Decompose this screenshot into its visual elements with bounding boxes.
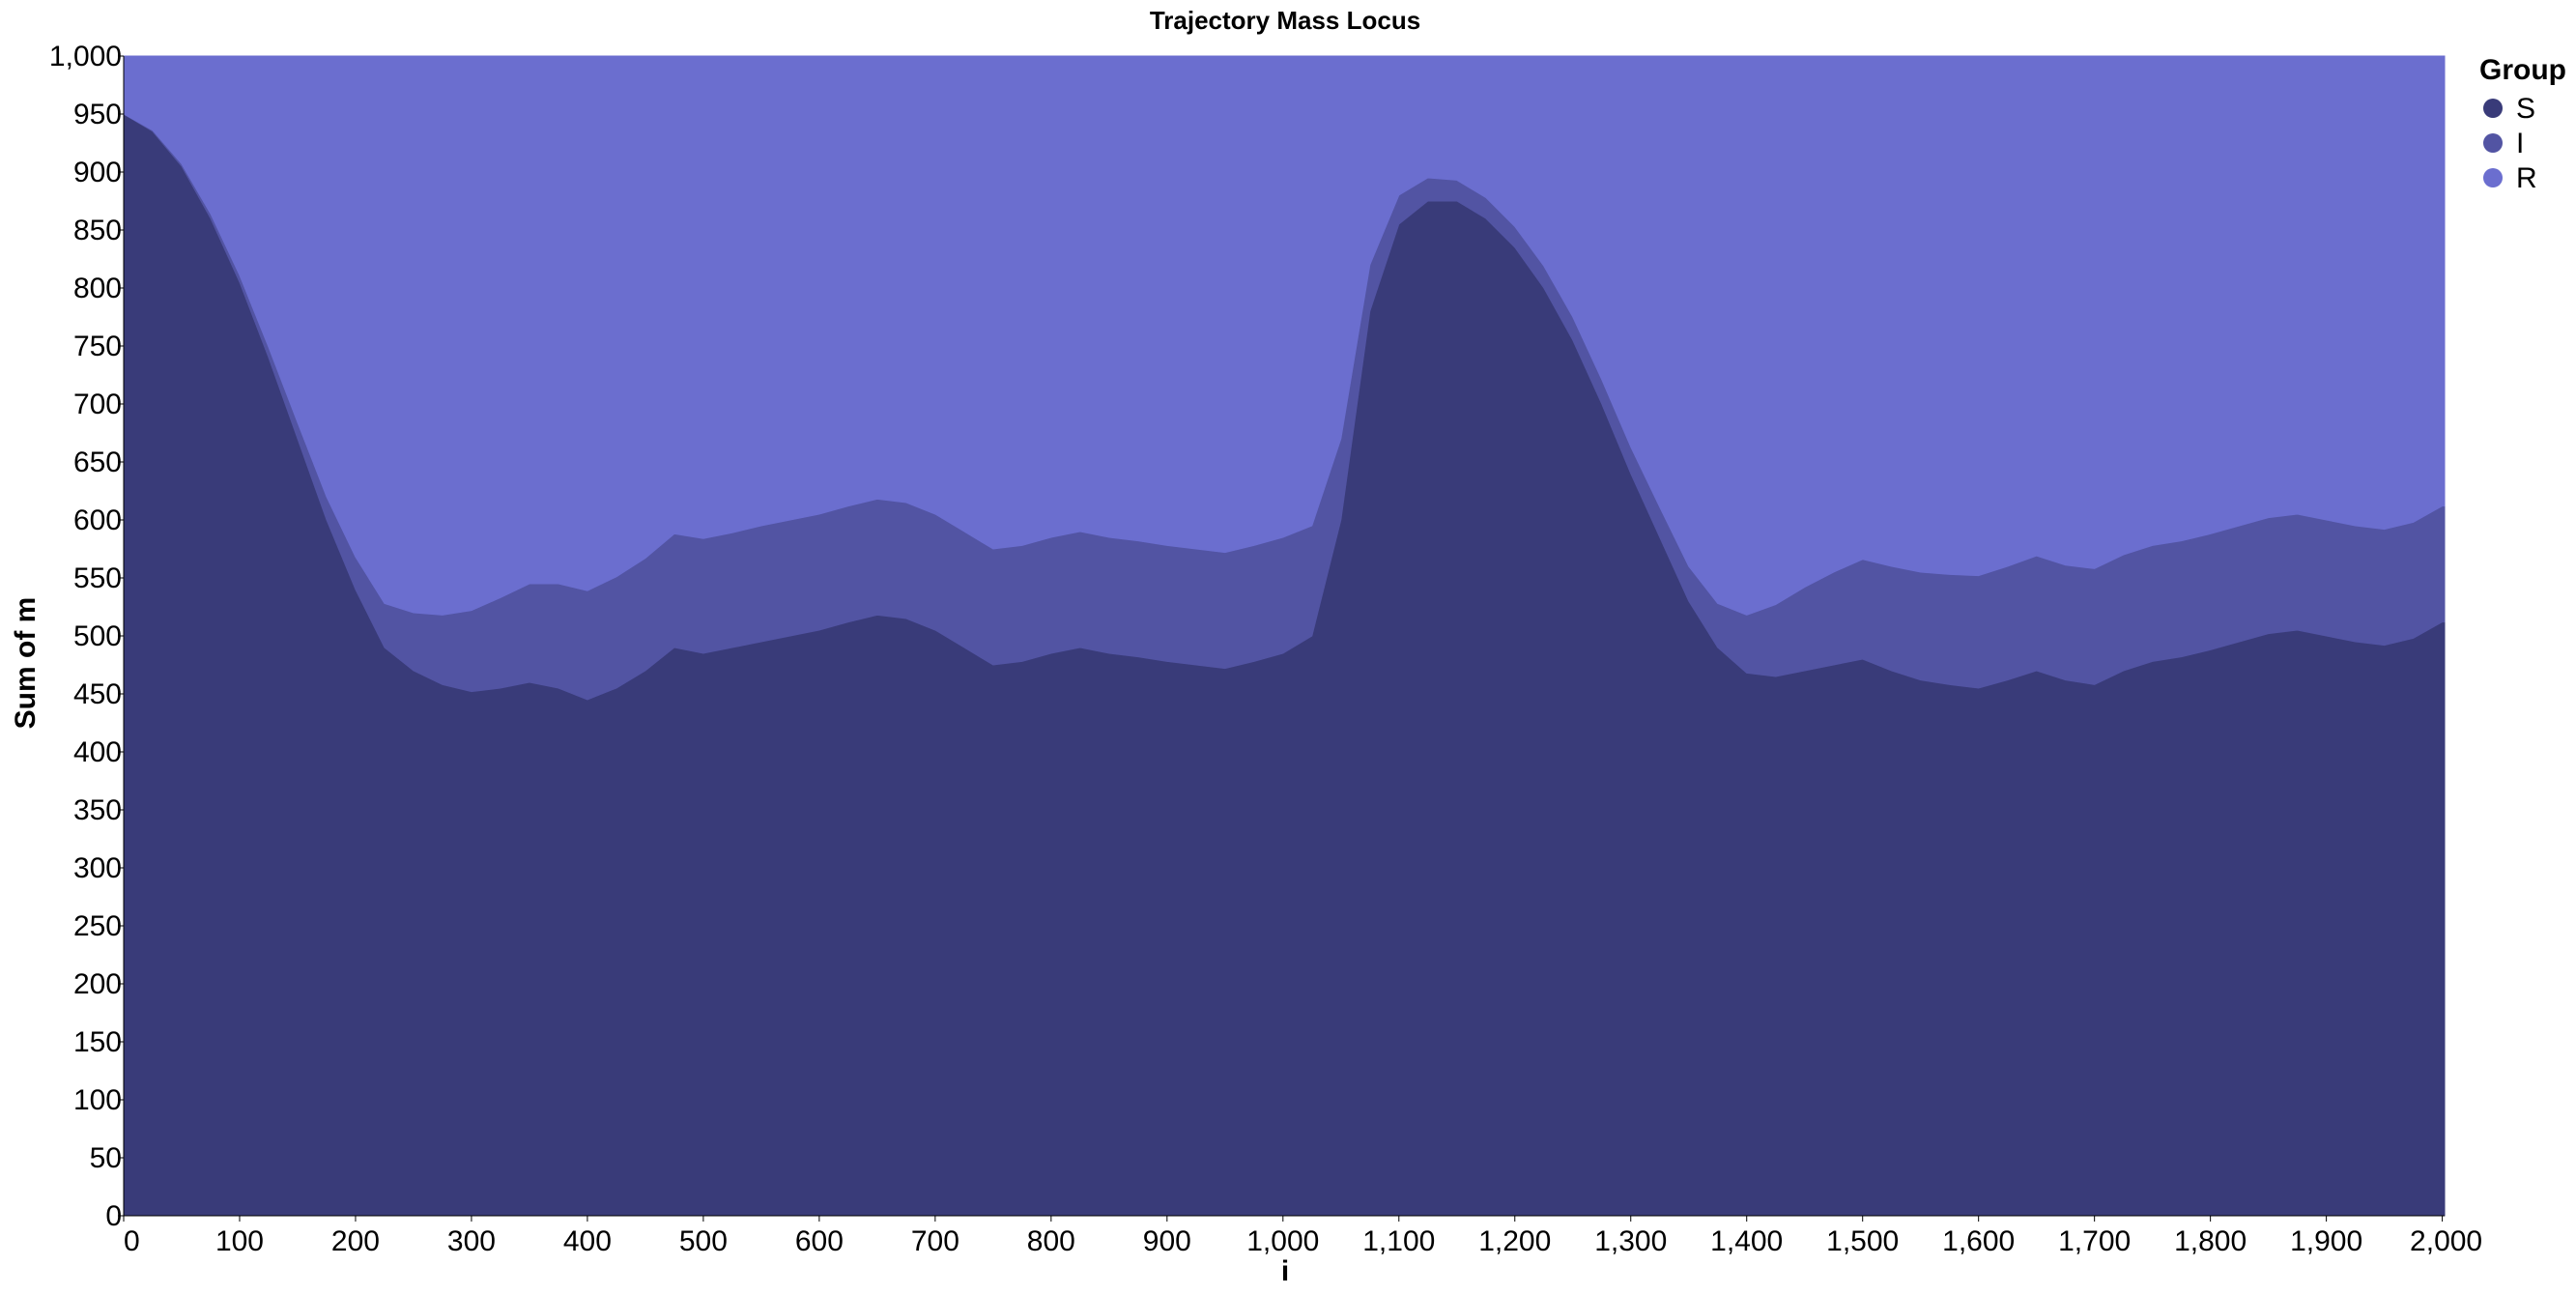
x-tick-label: 800 — [1027, 1225, 1075, 1257]
y-tick-label: 750 — [73, 331, 122, 362]
y-tick-label: 300 — [73, 852, 122, 884]
y-tick-label: 900 — [73, 157, 122, 188]
x-tick-label: 1,700 — [2058, 1225, 2131, 1257]
y-tick-label: 200 — [73, 968, 122, 1000]
y-tick-label: 850 — [73, 215, 122, 246]
area-series-r — [123, 55, 2446, 616]
legend: Group SIR — [2479, 54, 2566, 194]
x-axis: 0 100 200 300 400 500 600 700 800 900 1,000 1,100 1,… — [123, 1215, 2482, 1257]
y-tick-label: 550 — [73, 562, 122, 594]
x-tick-label: 1,900 — [2290, 1225, 2362, 1257]
y-axis-title: Sum of m — [10, 597, 42, 730]
x-tick-label: 1,200 — [1478, 1225, 1551, 1257]
x-tick-label: 1,800 — [2174, 1225, 2247, 1257]
y-axis: 0 50 100 150 200 250 300 350 400 450 500 550 600 650 7… — [49, 41, 125, 1232]
y-tick-label: 600 — [73, 504, 122, 536]
legend-title: Group — [2479, 54, 2566, 86]
y-tick-label: 350 — [73, 794, 122, 826]
y-tick-label: 950 — [73, 99, 122, 130]
y-tick-label: 800 — [73, 273, 122, 304]
x-tick-label: 1,300 — [1594, 1225, 1667, 1257]
x-tick-label: 700 — [911, 1225, 959, 1257]
x-tick-label: 500 — [679, 1225, 728, 1257]
x-tick-label: 600 — [795, 1225, 844, 1257]
legend-swatch-s — [2483, 99, 2503, 118]
x-tick-label: 400 — [563, 1225, 612, 1257]
x-tick-label: 1,100 — [1362, 1225, 1435, 1257]
x-tick-label: 1,600 — [1942, 1225, 2015, 1257]
y-tick-label: 0 — [105, 1200, 122, 1232]
y-tick-label: 250 — [73, 910, 122, 942]
y-tick-label: 150 — [73, 1026, 122, 1058]
y-tick-label: 1,000 — [49, 41, 122, 72]
x-tick-label: 2,000 — [2410, 1225, 2482, 1257]
y-tick-label: 500 — [73, 620, 122, 652]
y-tick-label: 400 — [73, 736, 122, 768]
legend-label-s: S — [2516, 93, 2535, 125]
x-tick-label: 100 — [215, 1225, 264, 1257]
y-tick-label: 700 — [73, 388, 122, 420]
x-tick-label: 1,500 — [1826, 1225, 1899, 1257]
y-tick-label: 50 — [90, 1142, 122, 1174]
x-tick-label: 900 — [1143, 1225, 1191, 1257]
x-tick-label: 0 — [124, 1225, 140, 1257]
y-tick-label: 100 — [73, 1084, 122, 1116]
legend-label-i: I — [2516, 128, 2524, 159]
legend-label-r: R — [2516, 162, 2537, 194]
x-axis-title: i — [1281, 1255, 1289, 1287]
y-tick-label: 650 — [73, 446, 122, 478]
y-tick-label: 450 — [73, 678, 122, 710]
chart-title: Trajectory Mass Locus — [1150, 6, 1420, 35]
plot-areas — [123, 55, 2446, 1217]
x-tick-label: 200 — [331, 1225, 380, 1257]
x-tick-label: 1,400 — [1710, 1225, 1783, 1257]
legend-swatch-i — [2483, 133, 2503, 153]
x-tick-label: 1,000 — [1246, 1225, 1319, 1257]
legend-swatch-r — [2483, 168, 2503, 187]
x-tick-label: 300 — [447, 1225, 496, 1257]
